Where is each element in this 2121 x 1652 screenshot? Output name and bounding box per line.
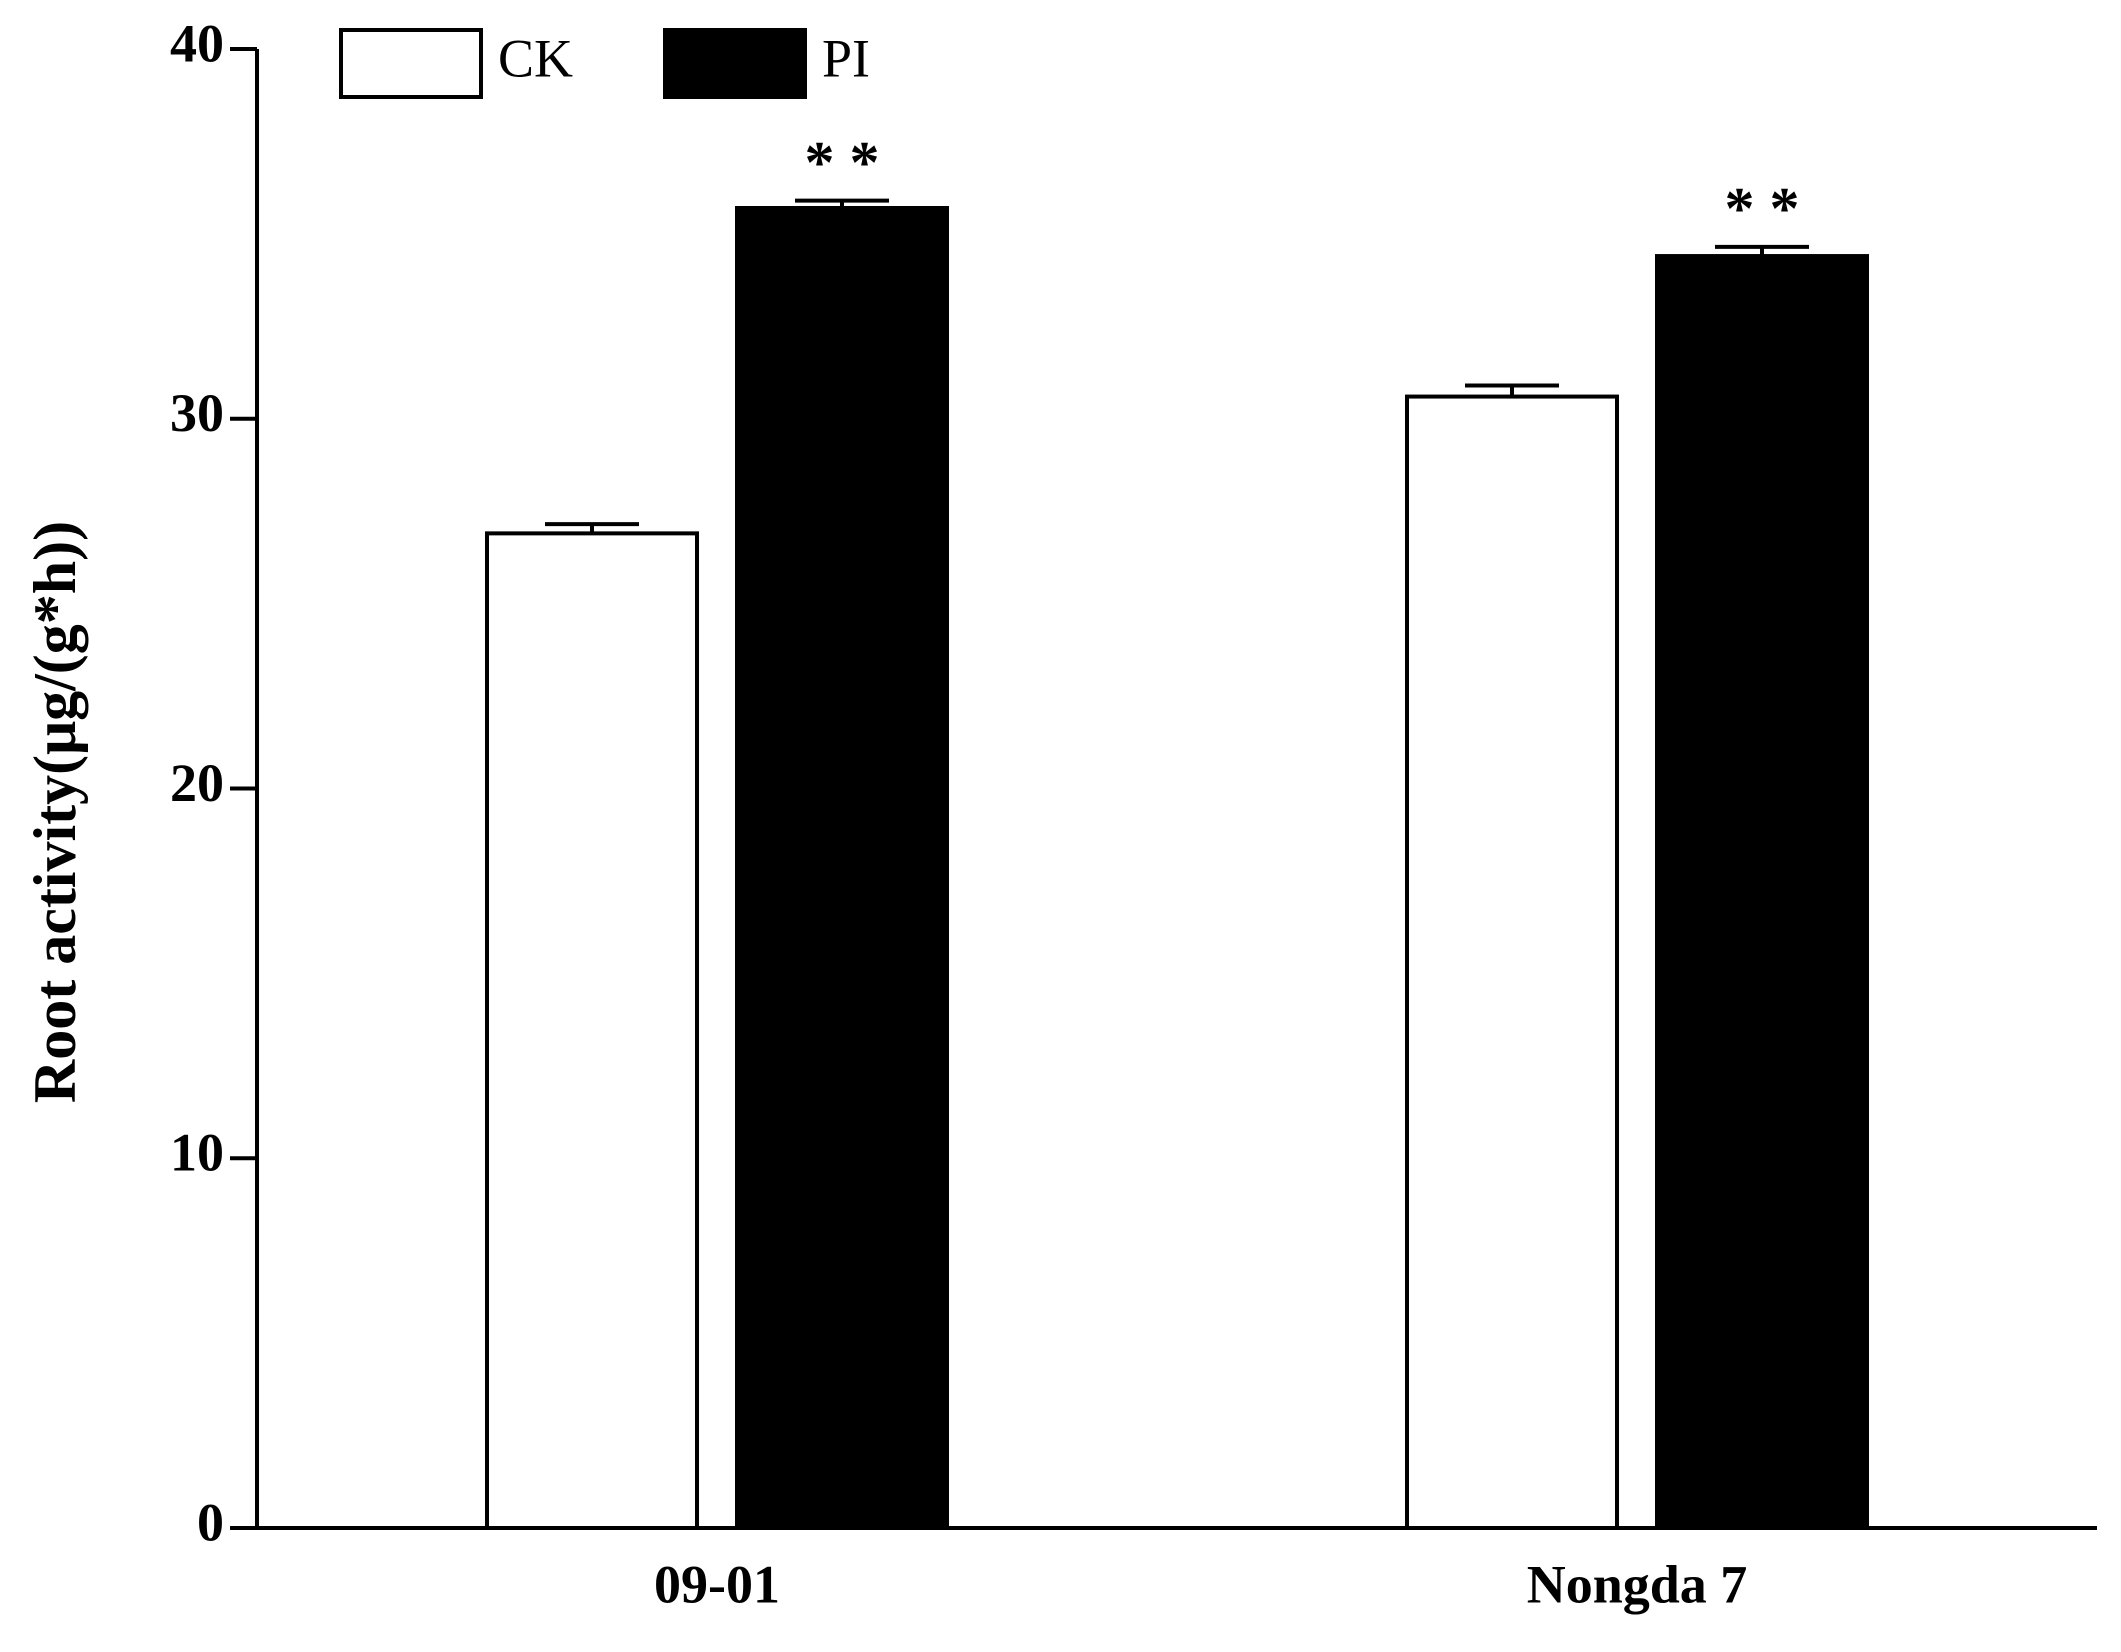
bar <box>1655 254 1869 1530</box>
legend-label: PI <box>822 28 870 88</box>
legend-label: CK <box>498 28 573 88</box>
legend-swatch <box>663 28 807 99</box>
y-tick-label: 0 <box>197 1492 224 1552</box>
y-axis-label: Root activity(μg/(g*h)) <box>22 521 88 1103</box>
x-tick-label: Nongda 7 <box>1527 1554 1748 1614</box>
x-tick-label: 09-01 <box>654 1554 780 1614</box>
significance-label: * * <box>1725 176 1800 242</box>
bar <box>485 531 699 1530</box>
legend-swatch <box>339 28 483 99</box>
bar <box>735 205 949 1530</box>
y-tick-label: 30 <box>170 383 224 443</box>
y-tick-label: 20 <box>170 753 224 813</box>
y-tick-label: 40 <box>170 13 224 73</box>
y-tick-label: 10 <box>170 1123 224 1183</box>
bar <box>1405 394 1619 1531</box>
significance-label: * * <box>805 129 880 195</box>
